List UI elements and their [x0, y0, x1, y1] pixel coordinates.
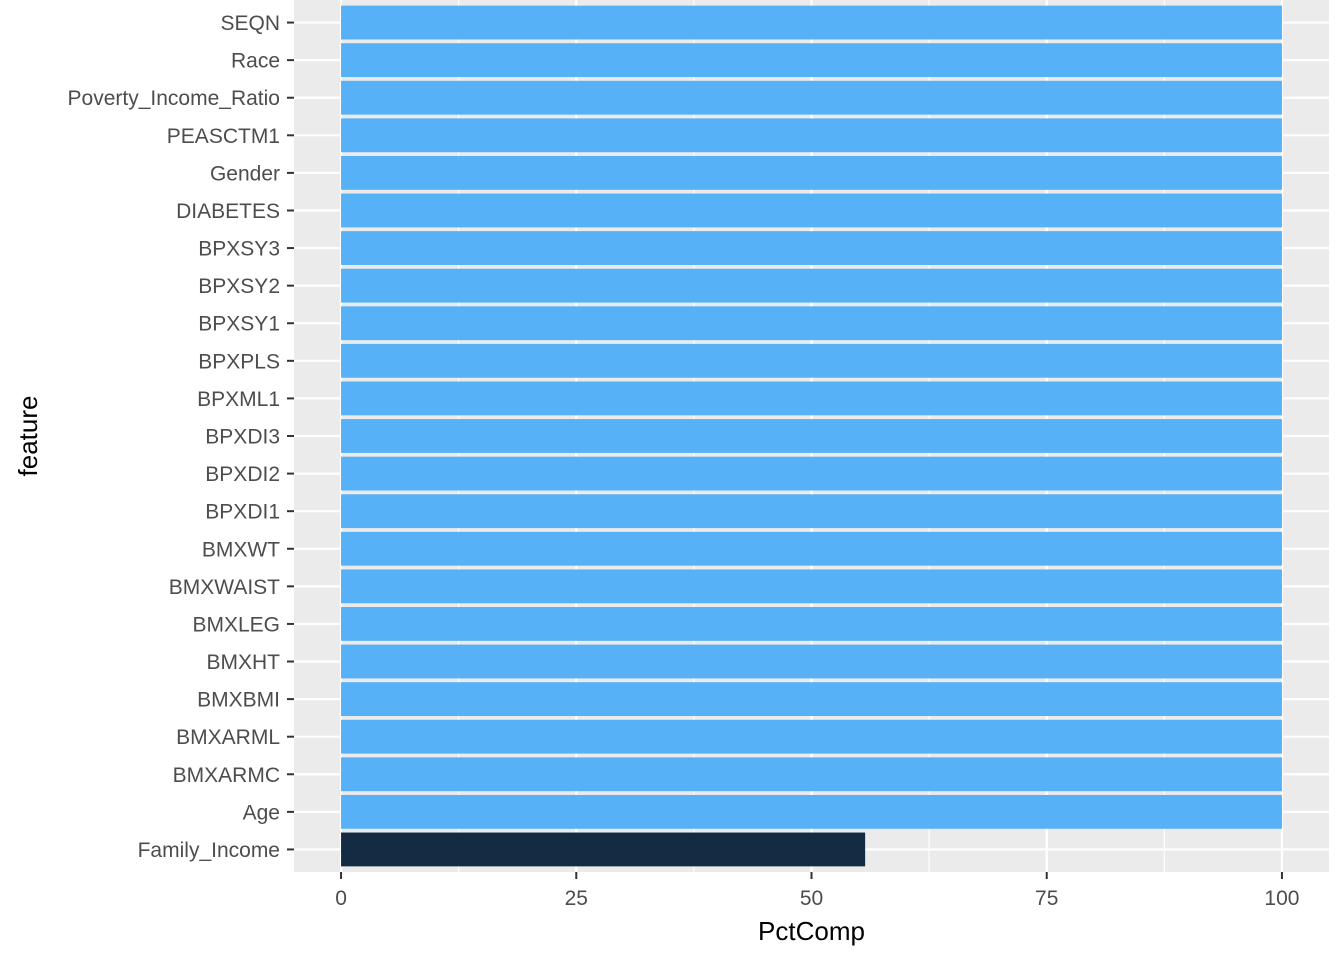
bar-bmxwaist [341, 569, 1282, 604]
y-tick-label: BMXHT [207, 651, 281, 674]
y-tick-label: Race [231, 50, 280, 73]
bar-bmxarmc [341, 757, 1282, 792]
y-tick-label: Age [243, 801, 280, 824]
y-tick-label: Poverty_Income_Ratio [68, 87, 280, 110]
y-tick-label: BMXARMC [173, 764, 280, 787]
bar-diabetes [341, 193, 1282, 228]
bar-bmxarml [341, 719, 1282, 754]
y-tick-label: BMXWAIST [169, 576, 280, 599]
bar-gender [341, 155, 1282, 190]
bar-bmxbmi [341, 682, 1282, 717]
bar-bpxml1 [341, 381, 1282, 416]
y-tick-label: Family_Income [138, 839, 280, 862]
y-tick-label: BMXLEG [192, 613, 280, 636]
y-tick-label: BPXPLS [198, 350, 280, 373]
x-tick-label: 25 [565, 887, 588, 910]
y-tick-label: PEASCTM1 [167, 125, 280, 148]
y-tick-label: BMXARML [176, 726, 280, 749]
bar-bpxsy3 [341, 231, 1282, 265]
bar-bmxwt [341, 531, 1282, 566]
bar-race [341, 43, 1282, 78]
bar-bmxleg [341, 607, 1282, 641]
bar-bpxdi3 [341, 419, 1282, 453]
y-tick-label: BPXSY3 [198, 238, 280, 261]
x-tick-label: 100 [1264, 887, 1299, 910]
y-tick-label: BPXDI3 [205, 426, 280, 449]
y-tick-label: BPXML1 [197, 388, 280, 411]
bar-bpxsy1 [341, 306, 1282, 341]
y-tick-label: BPXDI1 [205, 501, 280, 524]
y-tick-label: BPXSY1 [198, 313, 280, 336]
x-tick-label: 0 [335, 887, 347, 910]
bar-bpxdi1 [341, 494, 1282, 529]
bar-bmxht [341, 644, 1282, 679]
y-tick-label: BMXBMI [197, 689, 280, 712]
bar-poverty-income-ratio [341, 80, 1282, 115]
y-tick-label: Gender [210, 162, 280, 185]
x-tick-label: 50 [800, 887, 823, 910]
y-axis: SEQN Race Poverty_Income_Ratio PEASCTM1 Gend… [68, 12, 294, 862]
bar-seqn [341, 5, 1282, 40]
bar-family-income [341, 832, 866, 867]
bar-bpxpls [341, 343, 1282, 378]
y-tick-label: BMXWT [202, 538, 280, 561]
x-axis: 0 25 50 75 100 [335, 872, 1299, 910]
bar-peasctm1 [341, 118, 1282, 153]
bar-age [341, 794, 1282, 829]
bars [341, 5, 1282, 867]
bar-bpxsy2 [341, 268, 1282, 303]
y-axis-title: feature [13, 396, 43, 477]
y-tick-label: BPXDI2 [205, 463, 280, 486]
y-tick-label: BPXSY2 [198, 275, 280, 298]
x-tick-label: 75 [1035, 887, 1058, 910]
bar-bpxdi2 [341, 456, 1282, 491]
x-axis-title: PctComp [758, 916, 865, 946]
y-tick-label: DIABETES [176, 200, 280, 223]
y-tick-label: SEQN [220, 12, 280, 35]
